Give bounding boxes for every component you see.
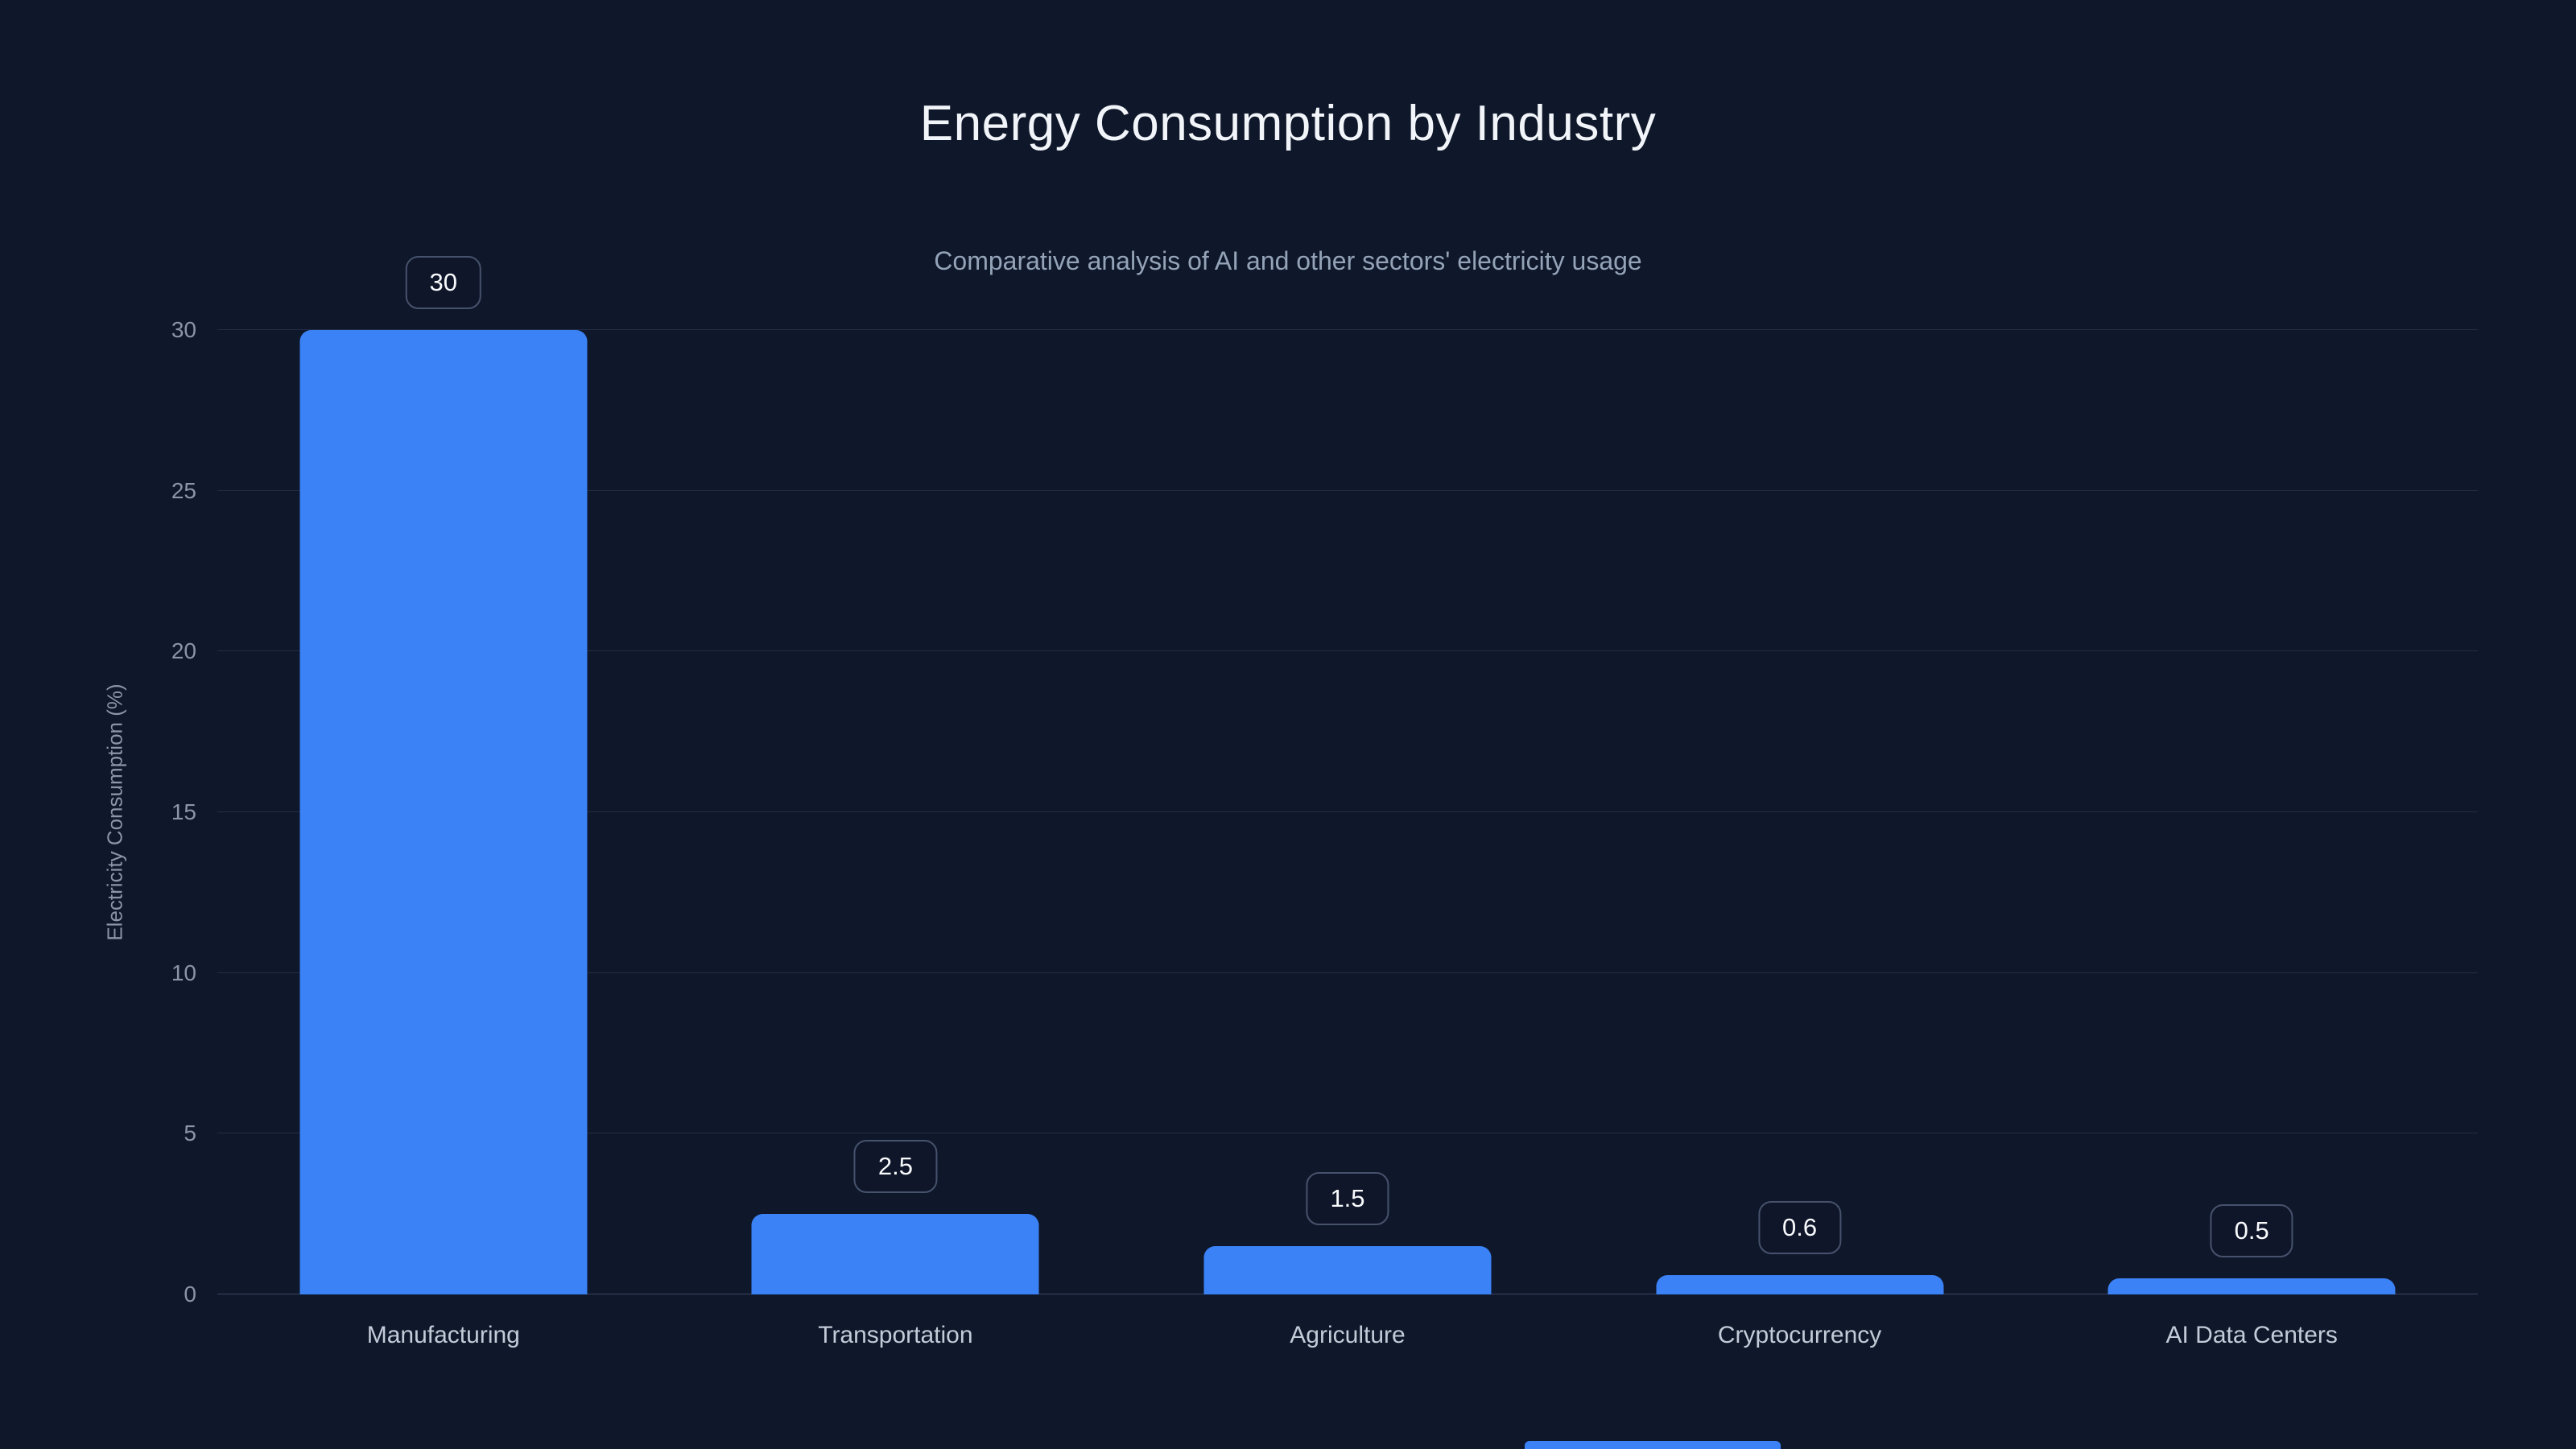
y-tick-label-0: 0 [184, 1282, 196, 1307]
chart-subtitle: Comparative analysis of AI and other sec… [934, 246, 1642, 275]
value-badge-ai-data-centers: 0.5 [2210, 1204, 2293, 1258]
y-axis-title: Electricity Consumption (%) [102, 683, 127, 941]
x-tick-label-transportation: Transportation [818, 1322, 973, 1348]
bottom-accent-bar [1525, 1441, 1781, 1449]
x-tick-label-ai-data-centers: AI Data Centers [2165, 1322, 2338, 1348]
gridline-y-20 [217, 650, 2478, 652]
bar-cryptocurrency[interactable] [1656, 1275, 1944, 1294]
plot-area: 0 5 10 15 20 25 30 30 Manufacturing 2.5 Transporta… [171, 256, 2478, 1348]
y-tick-label-30: 30 [171, 317, 196, 342]
chart-title: Energy Consumption by Industry [919, 96, 1657, 151]
y-tick-label-15: 15 [171, 799, 196, 824]
bar-agriculture[interactable] [1203, 1246, 1492, 1294]
gridline-y-30 [217, 329, 2478, 330]
y-tick-label-5: 5 [184, 1121, 196, 1146]
x-tick-label-cryptocurrency: Cryptocurrency [1717, 1322, 1882, 1348]
value-badge-cryptocurrency: 0.6 [1758, 1201, 1842, 1255]
gridline-y-25 [217, 489, 2478, 491]
bar-manufacturing[interactable] [299, 330, 588, 1294]
x-tick-label-manufacturing: Manufacturing [366, 1322, 520, 1348]
bar-transportation[interactable] [751, 1214, 1039, 1294]
value-badge-manufacturing: 30 [405, 256, 482, 309]
y-tick-label-25: 25 [171, 477, 196, 503]
y-tick-label-10: 10 [171, 960, 196, 985]
gridline-y-15 [217, 811, 2478, 812]
x-tick-label-agriculture: Agriculture [1290, 1322, 1406, 1348]
y-tick-label-20: 20 [171, 638, 196, 664]
value-badge-agriculture: 1.5 [1306, 1172, 1389, 1226]
gridline-y-10 [217, 972, 2478, 973]
value-badge-transportation: 2.5 [853, 1140, 937, 1194]
bar-ai-data-centers[interactable] [2107, 1278, 2396, 1294]
